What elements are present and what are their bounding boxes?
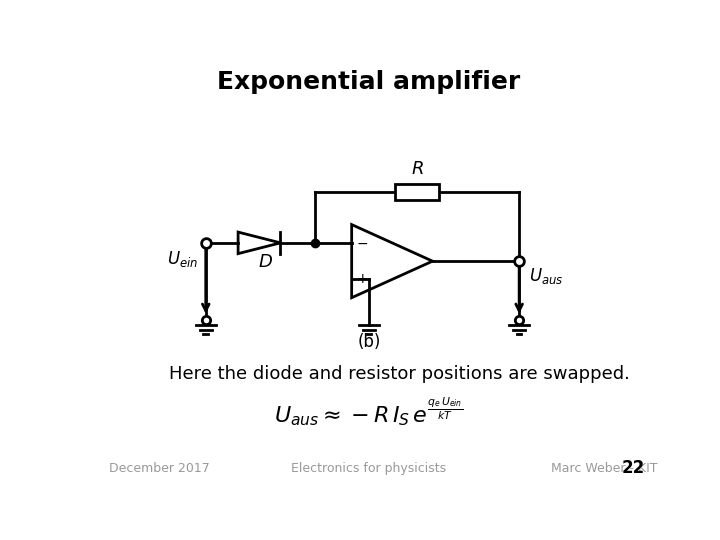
- Text: 22: 22: [621, 460, 644, 477]
- Text: $U_{aus}$: $U_{aus}$: [529, 266, 563, 286]
- Bar: [395, 184, 439, 200]
- Text: Marc Weber - KIT: Marc Weber - KIT: [551, 462, 657, 475]
- Text: $D$: $D$: [258, 253, 273, 271]
- Text: $R$: $R$: [410, 160, 423, 178]
- Text: December 2017: December 2017: [109, 462, 210, 475]
- Text: $-$: $-$: [356, 236, 368, 250]
- Text: $U_{ein}$: $U_{ein}$: [167, 249, 198, 269]
- Text: Exponential amplifier: Exponential amplifier: [217, 70, 521, 94]
- Text: (b): (b): [357, 333, 381, 351]
- Text: Here the diode and resistor positions are swapped.: Here the diode and resistor positions ar…: [168, 366, 630, 383]
- Text: $+$: $+$: [356, 272, 368, 286]
- Text: $U_{aus} \approx -R\,I_S\,e^{\frac{q_e\,U_{ein}}{kT}}$: $U_{aus} \approx -R\,I_S\,e^{\frac{q_e\,…: [274, 395, 464, 428]
- Text: Electronics for physicists: Electronics for physicists: [292, 462, 446, 475]
